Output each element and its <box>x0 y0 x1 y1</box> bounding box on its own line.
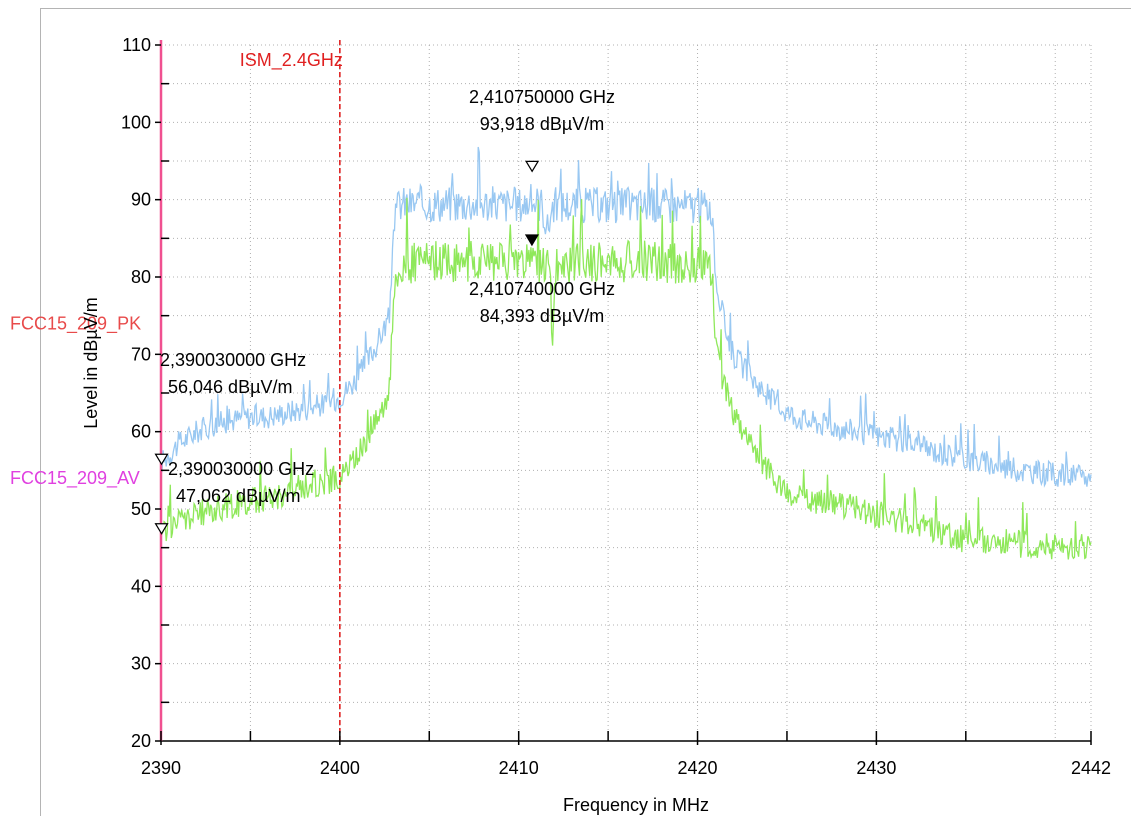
marker-triangle <box>154 523 169 535</box>
y-axis-label: Level in dBµV/m <box>81 297 101 428</box>
y-tick-label: 60 <box>131 422 151 442</box>
markers: 2,410750000 GHz 93,918 dBµV/m 2,410740000 … <box>154 87 615 535</box>
x-tick-label: 2390 <box>141 758 181 778</box>
marker-frequency: 2,410750000 GHz <box>469 87 615 107</box>
marker-triangle <box>154 453 169 466</box>
marker-level: 84,393 dBµV/m <box>480 306 604 326</box>
marker-level: 93,918 dBµV/m <box>480 114 604 134</box>
y-tick-label: 70 <box>131 344 151 364</box>
series-line-2 <box>160 197 1092 560</box>
marker-level: 47,062 dBµV/m <box>176 486 300 506</box>
marker-frequency: 2,390030000 GHz <box>160 350 306 370</box>
series-line-1 <box>160 146 1092 488</box>
x-tick-label: 2420 <box>678 758 718 778</box>
x-tick-label: 2430 <box>856 758 896 778</box>
x-tick-label: 2442 <box>1071 758 1111 778</box>
y-tick-label: 110 <box>122 35 151 55</box>
vertical-lines: ISM_2.4GHz FCC15_209_PK FCC15_209_AV <box>10 40 343 741</box>
marker-triangle <box>525 160 540 173</box>
chart-frame <box>40 8 1131 816</box>
y-tick-label: 40 <box>131 576 151 596</box>
marker-filled-triangle <box>524 234 539 247</box>
series-group <box>160 146 1092 560</box>
x-tick-label: 2400 <box>320 758 360 778</box>
y-tick-label: 20 <box>131 731 151 751</box>
marker-frequency: 2,410740000 GHz <box>469 279 615 299</box>
y-tick-label: 50 <box>131 499 151 519</box>
marker-frequency: 2,390030000 GHz <box>168 459 314 479</box>
y-tick-label: 90 <box>131 190 151 210</box>
y-tick-label: 80 <box>131 267 151 287</box>
limit-line-label: FCC15_209_PK <box>10 313 141 334</box>
y-tick-label: 100 <box>121 112 151 132</box>
limit-line-label: FCC15_209_AV <box>10 468 140 489</box>
marker-level: 56,046 dBµV/m <box>168 377 292 397</box>
x-tick-label: 2410 <box>499 758 539 778</box>
vertical-line-label: ISM_2.4GHz <box>240 50 343 71</box>
tick-labels: 20 30 40 50 60 70 80 90 100 110 2390 2400 2410 2420 24… <box>121 35 1111 778</box>
y-tick-label: 30 <box>131 654 151 674</box>
grid <box>160 44 1092 742</box>
x-axis-label: Frequency in MHz <box>563 795 709 815</box>
